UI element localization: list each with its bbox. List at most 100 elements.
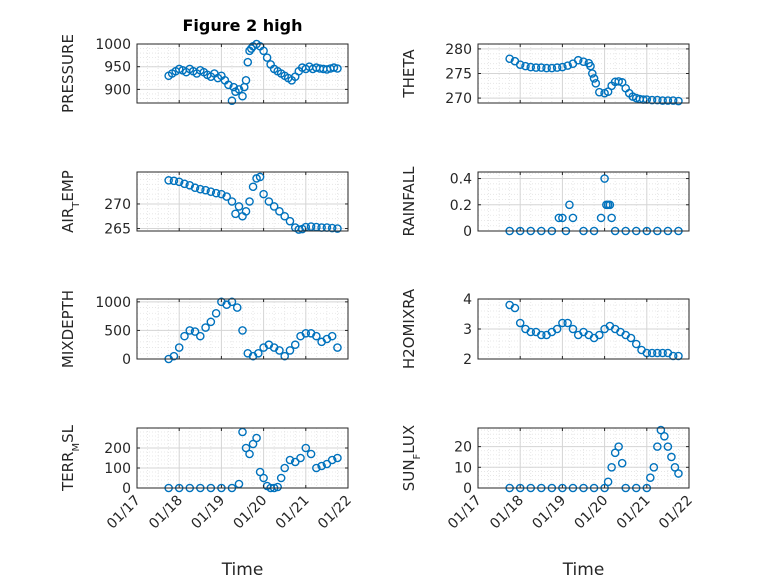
subplot-pressure: 900 950 1000 PRESSURE Figure 2 high	[59, 16, 349, 113]
subplot-terr-msl: 0 100 200 01/17 01/18 01/19 01/20 01/21 01/22 Tim…	[59, 424, 355, 580]
data-point	[589, 74, 599, 83]
data-point	[587, 69, 597, 78]
y-tick-label: 2	[463, 352, 472, 368]
y-tick-label: 100	[104, 461, 131, 477]
data-point	[605, 200, 615, 210]
axes-box	[477, 427, 690, 489]
x-axis-label: Time	[562, 560, 605, 580]
data-point	[663, 96, 673, 105]
data-point	[195, 184, 205, 194]
subplot-air-temp: 265 270 AIRTEMP	[59, 170, 349, 238]
data-point	[573, 55, 583, 65]
data-point	[280, 463, 290, 473]
y-tick-label: 1000	[95, 37, 131, 53]
data-point	[190, 183, 200, 193]
data-point	[526, 62, 536, 72]
data-point	[206, 187, 216, 196]
data-point	[276, 473, 286, 483]
data-point	[227, 197, 237, 206]
subplot-rainfall: 0 0.2 0.4 RAINFALL	[400, 166, 690, 240]
data-point	[169, 176, 179, 186]
x-tick-label: 01/21	[273, 493, 313, 533]
data-point	[542, 63, 551, 73]
data-point	[607, 463, 616, 472]
data-point	[327, 331, 337, 341]
y-tick-label: 200	[104, 441, 131, 457]
data-point	[259, 473, 268, 483]
data-point	[568, 213, 578, 223]
data-point	[631, 339, 641, 349]
y-tick-label: 0.2	[450, 198, 472, 214]
data-point	[579, 57, 588, 67]
y-tick-label: 3	[463, 322, 472, 338]
y-tick-label: 0	[463, 481, 472, 497]
data-point	[658, 96, 667, 105]
x-tick-label: 01/20	[572, 493, 612, 533]
data-point	[254, 348, 263, 358]
data-point	[290, 457, 300, 467]
data-point	[510, 303, 520, 313]
data-point	[285, 455, 295, 465]
data-point	[285, 216, 295, 226]
y-axis-label: TERRMSL	[59, 424, 82, 492]
data-point	[327, 455, 337, 465]
data-point	[301, 328, 311, 338]
data-point	[264, 197, 274, 206]
plot-area	[137, 172, 348, 231]
data-point	[312, 463, 321, 473]
y-tick-label: 270	[445, 91, 472, 107]
x-tick-label: 01/18	[146, 493, 186, 533]
y-tick-label: 265	[104, 222, 131, 238]
data-point	[306, 449, 316, 459]
data-point	[246, 44, 256, 53]
plot-area	[478, 172, 689, 231]
y-tick-label: 0	[122, 481, 131, 497]
axes-box	[136, 427, 349, 489]
data-point	[285, 346, 295, 355]
data-point	[241, 76, 251, 85]
x-tick-label: 01/22	[656, 493, 696, 533]
x-tick-label: 01/19	[529, 493, 569, 533]
data-point	[306, 222, 316, 231]
data-point	[174, 343, 184, 352]
data-point	[227, 96, 237, 106]
data-point	[653, 348, 662, 358]
data-point	[301, 443, 311, 453]
x-tick-label: 01/17	[445, 493, 485, 533]
data-point	[607, 213, 616, 223]
data-point	[558, 213, 567, 223]
data-point	[185, 326, 195, 335]
y-tick-label: 500	[104, 323, 131, 339]
data-point	[674, 469, 683, 478]
data-point	[537, 63, 546, 72]
x-tick-label: 01/20	[231, 493, 271, 533]
data-point	[521, 61, 530, 71]
x-tick-label: 01/21	[614, 493, 654, 533]
y-tick-label: 950	[104, 60, 131, 76]
data-point	[552, 63, 562, 72]
data-point	[653, 95, 662, 105]
x-tick-label: 01/18	[487, 493, 527, 533]
data-point	[234, 85, 244, 94]
data-point	[229, 82, 239, 92]
data-point	[647, 348, 657, 358]
data-point	[333, 343, 342, 352]
data-point	[174, 177, 184, 187]
data-point	[656, 425, 666, 435]
data-point	[259, 189, 268, 199]
x-tick-label: 01/19	[188, 493, 228, 533]
data-point	[211, 188, 221, 198]
y-tick-label: 900	[104, 82, 131, 98]
data-point	[647, 95, 657, 105]
data-point	[667, 452, 676, 462]
data-point	[248, 182, 258, 192]
y-tick-label: 1000	[95, 295, 131, 311]
data-point	[180, 331, 189, 341]
data-point	[234, 202, 244, 211]
x-axis-label: Time	[221, 560, 264, 580]
x-tick-label: 01/22	[315, 493, 355, 533]
data-point	[674, 96, 683, 106]
data-point	[255, 172, 265, 182]
data-point	[531, 63, 541, 72]
